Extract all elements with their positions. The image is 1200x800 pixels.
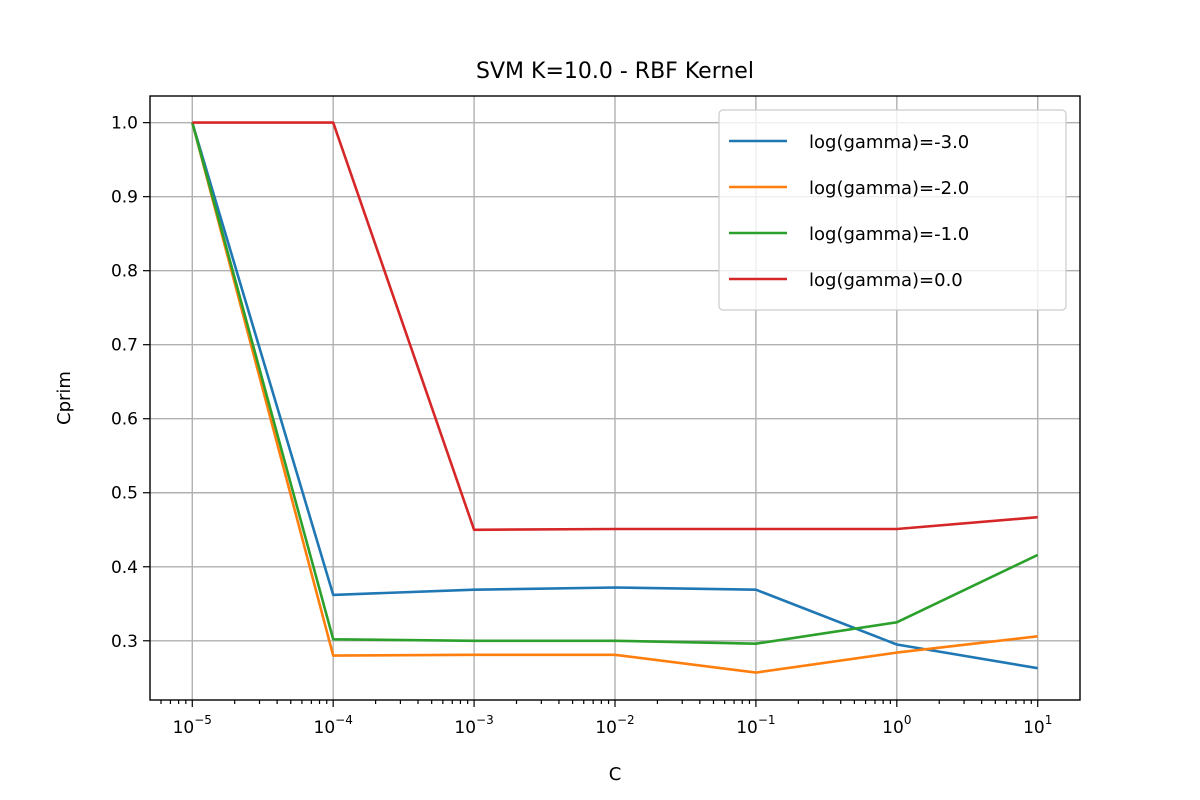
grid xyxy=(150,96,1080,700)
x-tick-label: 10−1 xyxy=(736,713,775,738)
legend-label: log(gamma)=-3.0 xyxy=(809,132,969,153)
x-tick-labels: 10−5 10−4 10−3 10−2 10−1 100 101 xyxy=(173,713,1053,738)
y-tick-label: 1.0 xyxy=(111,114,138,134)
legend: log(gamma)=-3.0 log(gamma)=-2.0 log(gamma)… xyxy=(718,109,1067,311)
x-tick-label: 10−3 xyxy=(454,713,493,738)
y-tick-labels: 0.3 0.4 0.5 0.6 0.7 0.8 0.9 1.0 xyxy=(111,114,138,652)
x-axis-label: C xyxy=(609,764,622,785)
series-lines xyxy=(191,121,1039,674)
x-tick-label: 10−2 xyxy=(595,713,634,738)
y-tick-label: 0.5 xyxy=(111,484,138,504)
series-line-4 xyxy=(192,121,1038,532)
y-tick-label: 0.9 xyxy=(111,188,138,208)
y-tick-label: 0.4 xyxy=(111,558,138,578)
y-tick-label: 0.7 xyxy=(111,336,138,356)
x-tick-label: 10−4 xyxy=(314,713,353,738)
legend-label: log(gamma)=-2.0 xyxy=(809,178,969,199)
x-tick-label: 100 xyxy=(882,713,911,738)
axis-ticks xyxy=(143,122,1039,707)
series-line-2 xyxy=(191,122,1038,674)
series-line-1 xyxy=(191,122,1038,670)
legend-label: log(gamma)=-1.0 xyxy=(809,224,969,245)
y-tick-label: 0.6 xyxy=(111,410,138,430)
x-tick-label: 10−5 xyxy=(173,713,212,738)
x-tick-label: 101 xyxy=(1023,713,1052,738)
legend-box xyxy=(718,109,1067,311)
series-line-3 xyxy=(191,122,1039,646)
y-tick-label: 0.3 xyxy=(111,632,138,652)
chart-title: SVM K=10.0 - RBF Kernel xyxy=(476,59,754,84)
legend-label: log(gamma)=0.0 xyxy=(809,270,963,291)
y-axis-label: Cprim xyxy=(54,371,75,425)
y-tick-label: 0.8 xyxy=(111,262,138,282)
